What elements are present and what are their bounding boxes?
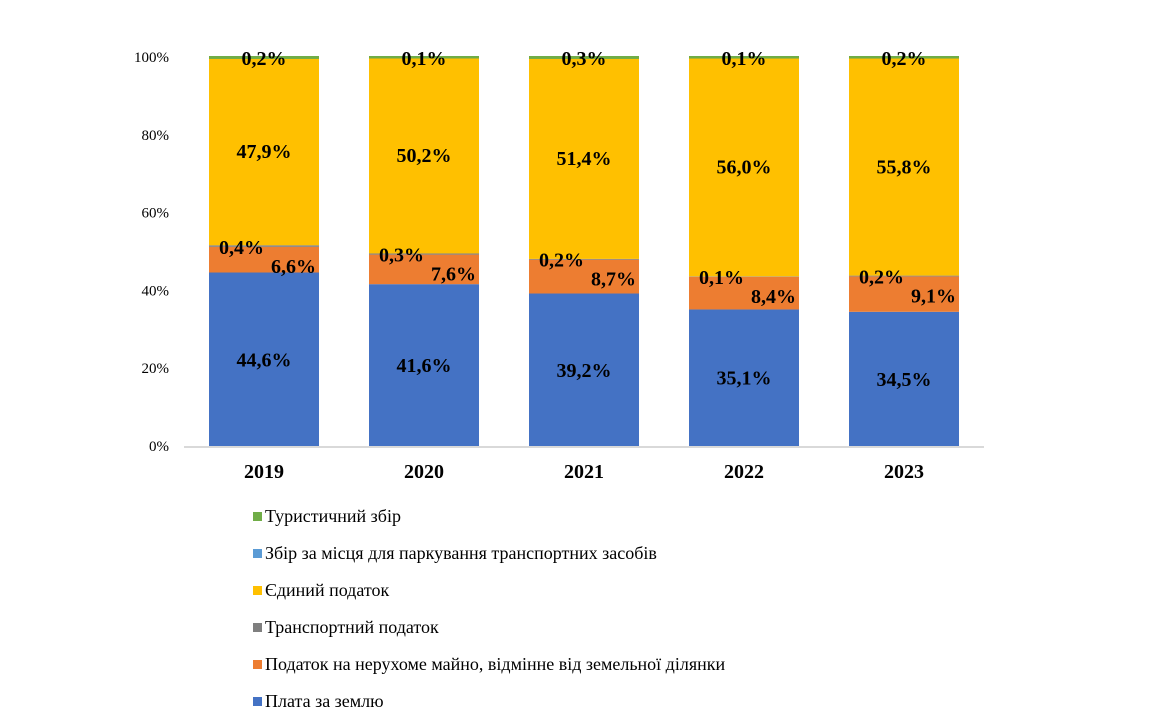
data-label-single-tax-2023: 55,8% (877, 156, 932, 178)
legend-item: Транспортний податок (253, 609, 725, 646)
data-label-property-2023: 9,1% (911, 285, 956, 307)
bars (209, 56, 959, 446)
data-label-transport-2023: 0,2% (859, 266, 904, 288)
legend-item: Збір за місця для паркування транспортни… (253, 535, 725, 572)
x-tick-label-2019: 2019 (244, 461, 284, 483)
data-label-tourist-2019: 0,2% (242, 48, 287, 70)
legend-swatch (253, 660, 262, 669)
legend-label: Плата за землю (265, 691, 384, 712)
y-tick-label: 20% (142, 361, 170, 377)
data-label-plata-2020: 41,6% (397, 355, 452, 377)
legend-label: Єдиний податок (265, 580, 389, 601)
legend-label: Збір за місця для паркування транспортни… (265, 543, 657, 564)
legend-label: Транспортний податок (265, 617, 439, 638)
legend-item: Плата за землю (253, 683, 725, 720)
legend-item: Єдиний податок (253, 572, 725, 609)
x-tick-label-2022: 2022 (724, 461, 764, 483)
data-label-plata-2021: 39,2% (557, 360, 612, 382)
legend-item: Туристичний збір (253, 498, 725, 535)
data-label-plata-2022: 35,1% (717, 368, 772, 390)
data-label-tourist-2023: 0,2% (882, 48, 927, 70)
x-tick-label-2020: 2020 (404, 461, 444, 483)
legend-swatch (253, 512, 262, 521)
y-tick-label: 80% (142, 128, 170, 144)
data-label-tourist-2021: 0,3% (562, 48, 607, 70)
data-label-tourist-2020: 0,1% (402, 48, 447, 70)
data-label-property-2019: 6,6% (271, 256, 316, 278)
data-label-transport-2022: 0,1% (699, 267, 744, 289)
data-label-single-tax-2021: 51,4% (557, 148, 612, 170)
data-label-transport-2021: 0,2% (539, 250, 584, 272)
data-label-plata-2019: 44,6% (237, 349, 292, 371)
x-tick-label-2021: 2021 (564, 461, 604, 483)
data-label-single-tax-2020: 50,2% (397, 145, 452, 167)
x-axis-category-labels: 2019 2020 2021 2022 2023 (244, 461, 924, 483)
data-label-property-2020: 7,6% (431, 264, 476, 286)
data-label-transport-2020: 0,3% (379, 245, 424, 267)
data-label-single-tax-2019: 47,9% (237, 141, 292, 163)
data-label-property-2021: 8,7% (591, 269, 636, 291)
legend-item: Податок на нерухоме майно, відмінне від … (253, 646, 725, 683)
data-label-transport-2019: 0,4% (219, 237, 264, 259)
y-tick-label: 100% (134, 50, 169, 66)
legend-swatch (253, 586, 262, 595)
legend: Туристичний збір Збір за місця для паркув… (253, 498, 725, 720)
legend-label: Туристичний збір (265, 506, 401, 527)
data-label-plata-2023: 34,5% (877, 369, 932, 391)
y-axis-ticks: 0% 20% 40% 60% 80% 100% (134, 50, 169, 455)
legend-swatch (253, 697, 262, 706)
legend-swatch (253, 549, 262, 558)
data-label-single-tax-2022: 56,0% (717, 157, 772, 179)
data-label-tourist-2022: 0,1% (722, 48, 767, 70)
data-label-property-2022: 8,4% (751, 286, 796, 308)
legend-swatch (253, 623, 262, 632)
y-tick-label: 40% (142, 283, 170, 299)
legend-label: Податок на нерухоме майно, відмінне від … (265, 654, 725, 675)
y-tick-label: 0% (149, 439, 169, 455)
y-tick-label: 60% (142, 206, 170, 222)
x-tick-label-2023: 2023 (884, 461, 924, 483)
